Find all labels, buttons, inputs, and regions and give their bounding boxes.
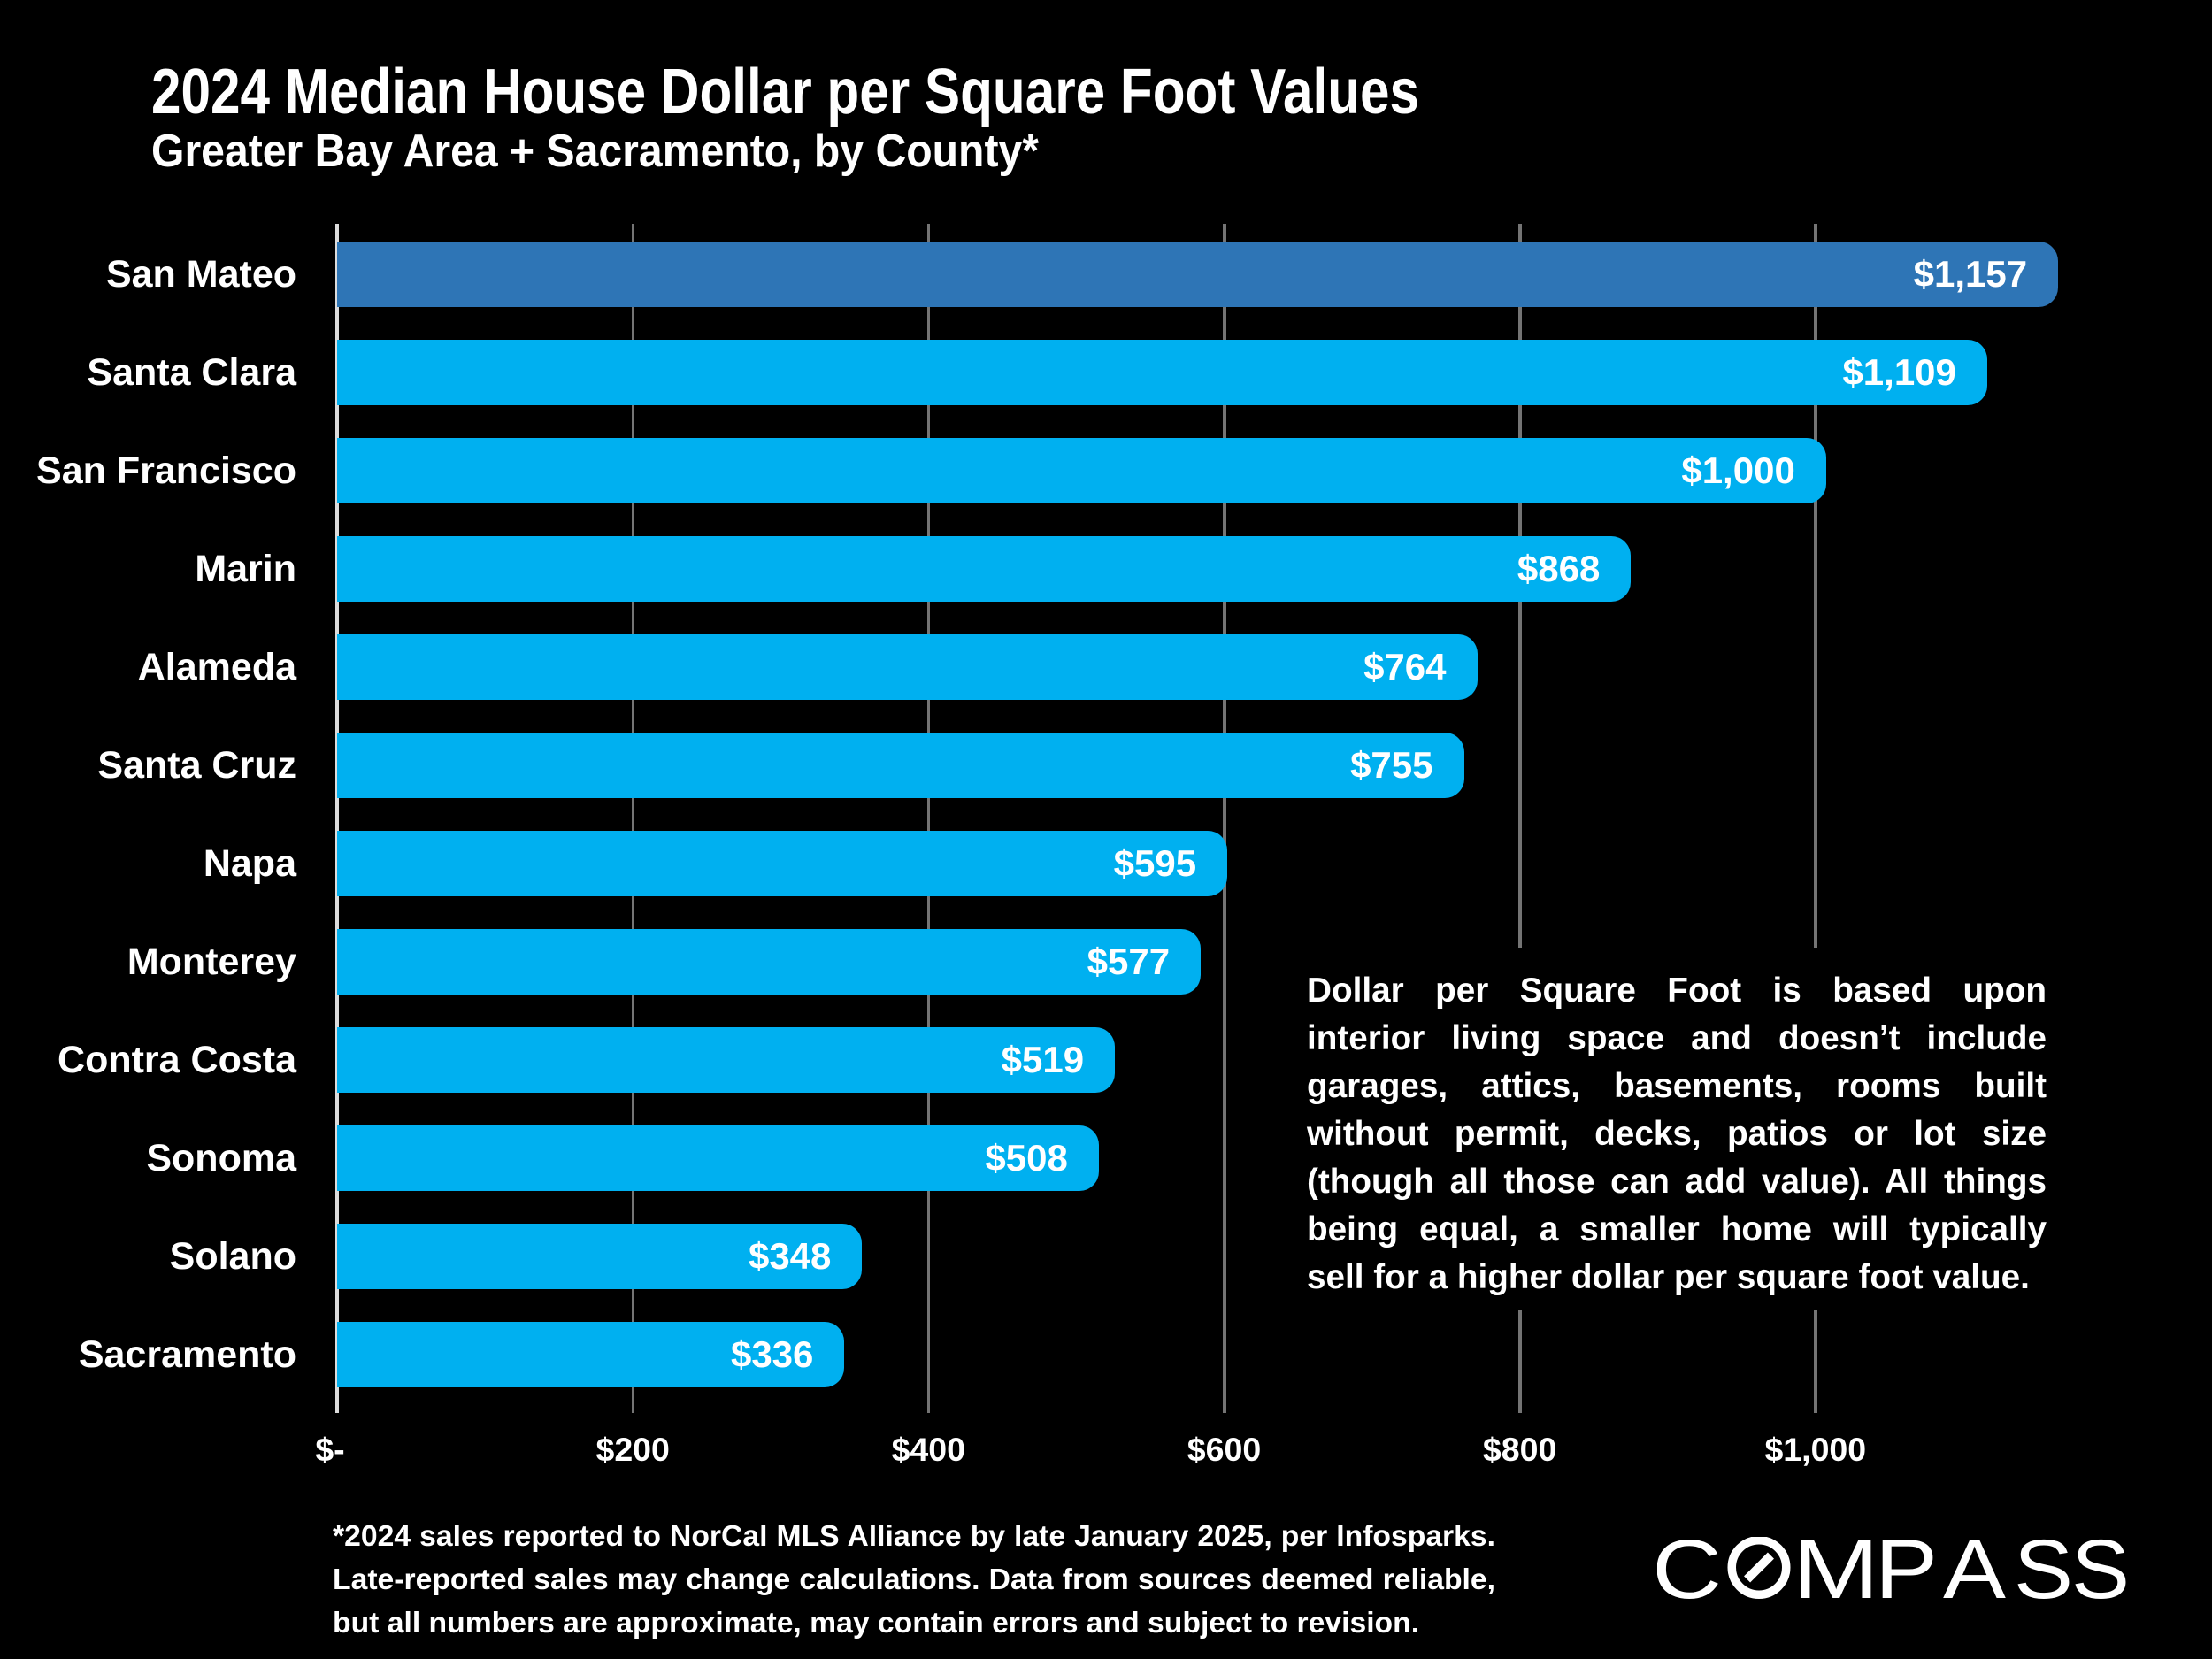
svg-text:M: M bbox=[1793, 1537, 1879, 1599]
svg-text:S: S bbox=[2071, 1537, 2126, 1599]
svg-text:P: P bbox=[1875, 1537, 1938, 1599]
svg-text:A: A bbox=[1943, 1537, 2007, 1599]
svg-text:C: C bbox=[1657, 1537, 1722, 1599]
svg-text:S: S bbox=[2014, 1537, 2073, 1599]
